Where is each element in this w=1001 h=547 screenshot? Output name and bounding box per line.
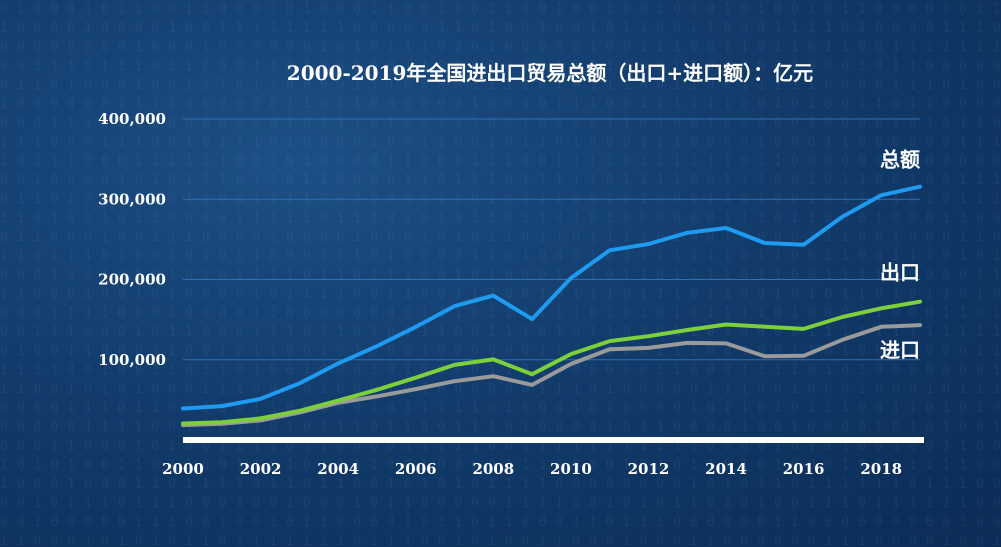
x-tick-label: 2000 [162,460,204,478]
series-label: 出口 [880,261,920,285]
y-tick-label: 100,000 [98,351,166,369]
series-lines [181,184,922,428]
x-axis-line [183,437,924,443]
y-axis-ticks: 100,000 200,000 300,000 400,000 [98,110,166,369]
grid-lines [183,118,920,361]
series-label: 总额 [880,148,920,172]
x-axis-ticks: 2000 2002 2004 2006 2008 2010 2012 2014 2016 2018 [162,460,902,478]
x-tick-label: 2004 [317,460,359,478]
x-tick-label: 2012 [628,460,670,478]
x-tick-label: 2002 [240,460,282,478]
y-tick-label: 300,000 [98,190,166,208]
x-tick-label: 2018 [860,460,902,478]
x-axis [183,437,924,443]
y-tick-label: 400,000 [98,110,166,128]
x-tick-label: 2014 [705,460,747,478]
series-line [181,299,922,426]
x-tick-label: 2016 [783,460,825,478]
y-tick-label: 200,000 [98,271,166,289]
x-tick-label: 2008 [472,460,514,478]
series-label: 进口 [880,338,920,362]
x-tick-label: 2006 [395,460,437,478]
series-line [181,184,922,411]
chart-title: 2000-2019年全国进出口贸易总额（出口+进口额）：亿元 [287,61,813,85]
x-tick-label: 2010 [550,460,592,478]
